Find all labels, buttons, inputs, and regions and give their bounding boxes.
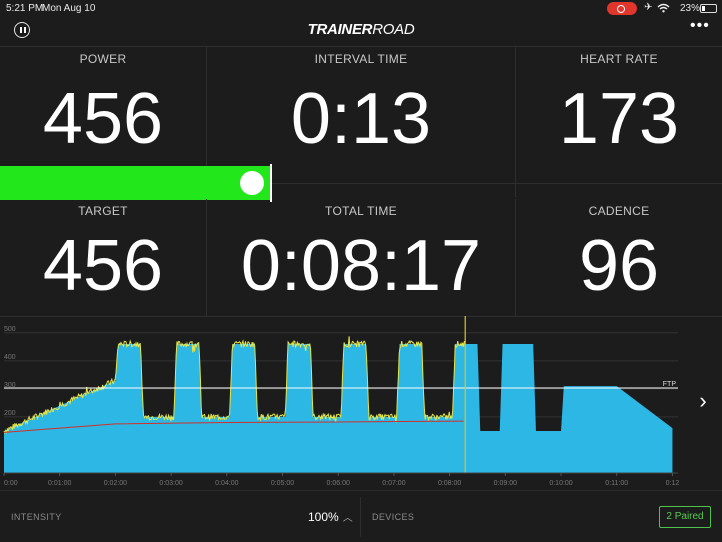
- metric-label: POWER: [79, 52, 127, 66]
- workout-chart-area: 200 300 400 500 FTP 0:00 0:01:00 0:02:00 0:03:00…: [0, 316, 722, 490]
- x-tick-label: 0:11:00: [605, 480, 628, 487]
- paired-devices-button[interactable]: 2 Paired: [659, 506, 711, 528]
- middle-divider: [272, 183, 722, 184]
- power-bar-knob: [240, 171, 264, 195]
- metric-value: 456: [42, 79, 164, 159]
- power-bar-fill: [0, 166, 270, 200]
- logo-light: ROAD: [372, 21, 415, 38]
- metric-total-time: TOTAL TIME 0:08:17: [207, 199, 516, 316]
- metric-label: TARGET: [78, 204, 128, 218]
- x-tick-label: 0:03:00: [159, 480, 182, 487]
- app-header: TRAINERROAD •••: [0, 18, 722, 46]
- status-bar: 5:21 PM Mon Aug 10 ✈ 23%: [0, 0, 722, 18]
- wifi-icon: [657, 3, 670, 16]
- ftp-label: FTP: [663, 381, 677, 388]
- metric-heart-rate: HEART RATE 173: [516, 47, 722, 197]
- battery-icon: [700, 4, 717, 13]
- metric-power: POWER 456: [0, 47, 207, 197]
- x-tick-label: 0:07:00: [382, 480, 405, 487]
- x-tick-label: 0:06:00: [327, 480, 350, 487]
- x-tick-label: 0:10:00: [549, 480, 572, 487]
- power-bar-target-line: [270, 164, 272, 202]
- x-tick-label: 0:01:00: [48, 480, 71, 487]
- heart-rate-line: [3, 420, 464, 433]
- metric-value: 456: [42, 226, 164, 306]
- metric-interval-time: INTERVAL TIME 0:13: [207, 47, 516, 197]
- chart-top-divider: [0, 316, 722, 317]
- status-date: Mon Aug 10: [42, 3, 96, 14]
- recording-icon[interactable]: [607, 2, 637, 15]
- y-tick-label: 400: [4, 354, 16, 361]
- metric-label: INTERVAL TIME: [314, 52, 408, 66]
- battery-percent: 23%: [680, 3, 701, 14]
- metric-label: TOTAL TIME: [325, 204, 397, 218]
- workout-chart[interactable]: 200 300 400 500 FTP 0:00 0:01:00 0:02:00 0:03:00…: [0, 316, 690, 490]
- devices-label: DEVICES: [372, 512, 415, 522]
- pause-icon[interactable]: [14, 22, 30, 38]
- y-tick-label: 500: [4, 326, 16, 333]
- chevron-up-icon: ︿: [342, 513, 353, 524]
- x-tick-label: 0:00: [4, 480, 18, 487]
- power-line: [3, 336, 466, 435]
- target-power-area: [4, 344, 673, 473]
- x-tick-label: 0:05:00: [271, 480, 294, 487]
- intensity-control[interactable]: 100% ︿: [308, 509, 353, 524]
- trainerroad-logo: TRAINERROAD: [0, 21, 722, 38]
- x-tick-label: 0:12: [666, 480, 680, 487]
- metric-value: 0:13: [290, 79, 432, 159]
- x-tick-label: 0:09:00: [494, 480, 517, 487]
- status-time: 5:21 PM: [6, 3, 44, 14]
- intensity-label: INTENSITY: [11, 512, 62, 522]
- metric-target: TARGET 456: [0, 199, 207, 316]
- metric-cadence: CADENCE 96: [516, 199, 722, 316]
- x-tick-label: 0:08:00: [438, 480, 461, 487]
- metric-value: 96: [578, 226, 660, 306]
- footer-divider: [360, 497, 361, 537]
- metric-label: HEART RATE: [580, 52, 658, 66]
- metric-value: 0:08:17: [240, 226, 482, 306]
- intensity-value: 100%: [308, 510, 339, 524]
- x-tick-label: 0:04:00: [215, 480, 238, 487]
- more-dots-icon[interactable]: •••: [690, 17, 710, 34]
- y-tick-label: 200: [4, 410, 16, 417]
- chevron-right-icon[interactable]: ›: [699, 388, 707, 413]
- power-target-bar: [0, 164, 272, 202]
- logo-bold: TRAINER: [307, 21, 373, 38]
- metric-label: CADENCE: [588, 204, 650, 218]
- airplane-icon: ✈: [644, 2, 653, 13]
- footer-bar: INTENSITY 100% ︿ DEVICES 2 Paired: [0, 490, 722, 542]
- y-tick-label: 300: [4, 382, 16, 389]
- x-tick-label: 0:02:00: [104, 480, 127, 487]
- metric-value: 173: [558, 79, 680, 159]
- top-divider: [0, 46, 722, 47]
